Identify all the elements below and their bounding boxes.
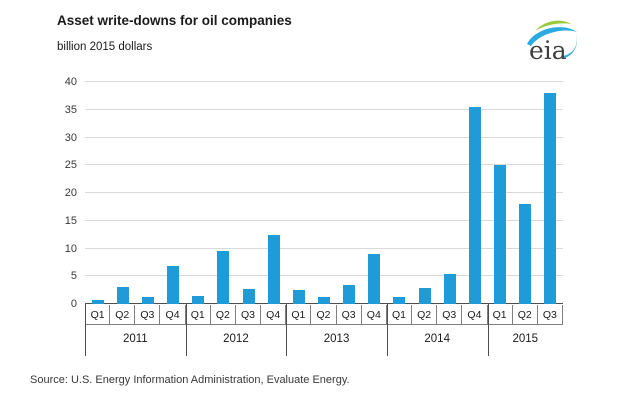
y-tick-label: 0 <box>70 298 77 310</box>
quarter-label-cell: Q1 <box>487 305 513 325</box>
quarter-label-cell: Q1 <box>386 305 413 325</box>
year-label: 2015 <box>512 333 539 345</box>
x-axis-quarter-row: Q1 Q2 Q3 Q4 Q1 Q2 Q3 Q4 Q1 Q2 Q3 Q4 Q1 Q2 Q3 Q4 Q1 Q2 Q3 <box>85 305 563 325</box>
bar <box>242 289 255 304</box>
bar <box>217 251 230 304</box>
gridline <box>85 136 563 138</box>
quarter-label-cell: Q4 <box>261 305 287 325</box>
year-separator <box>386 304 388 356</box>
bar <box>368 254 381 304</box>
y-tick-label: 10 <box>64 242 77 255</box>
eia-logo-text: eia <box>529 36 567 65</box>
bar <box>443 274 456 304</box>
quarter-label-cell: Q3 <box>336 305 362 325</box>
quarter-label-cell: Q3 <box>537 305 563 325</box>
quarter-label-cell: Q1 <box>185 305 211 325</box>
bar <box>91 299 104 304</box>
quarter-label-cell: Q3 <box>235 305 262 325</box>
y-tick-label: 5 <box>70 270 77 283</box>
year-separator <box>286 304 288 356</box>
bar <box>292 290 305 304</box>
gridline <box>85 108 563 110</box>
y-tick-label: 30 <box>64 131 77 144</box>
quarter-label-cell: Q2 <box>210 305 236 325</box>
plot-area <box>85 81 563 304</box>
gridline <box>85 219 563 221</box>
quarter-label-cell: Q4 <box>361 305 387 325</box>
bar <box>167 266 180 304</box>
year-separator <box>487 304 489 356</box>
year-label: 2013 <box>323 333 350 345</box>
quarter-label-cell: Q4 <box>462 305 488 325</box>
year-label: 2012 <box>223 333 249 345</box>
year-label: 2014 <box>424 333 450 345</box>
bar <box>519 204 532 304</box>
bar <box>116 287 129 304</box>
gridline <box>85 164 563 166</box>
quarter-label-cell: Q3 <box>437 305 463 325</box>
bar <box>192 296 205 304</box>
gridline <box>85 192 563 193</box>
eia-logo-swoosh <box>527 27 577 46</box>
x-axis-year-row: 2011 2012 2013 2014 2015 <box>85 325 563 353</box>
bar <box>393 296 406 304</box>
quarter-label-cell: Q1 <box>85 305 111 325</box>
quarter-label-cell: Q2 <box>512 305 538 325</box>
bar <box>468 106 481 304</box>
bar <box>141 297 154 304</box>
eia-logo-icon: eia <box>527 20 577 65</box>
quarter-label-cell: Q2 <box>110 305 136 325</box>
gridline <box>85 247 563 249</box>
quarter-label-cell: Q2 <box>412 305 438 325</box>
bar <box>343 284 356 304</box>
quarter-label-cell: Q2 <box>311 305 337 325</box>
gridline <box>85 81 563 82</box>
bar <box>544 93 557 304</box>
y-tick-label: 40 <box>64 76 77 88</box>
quarter-label-cell: Q1 <box>286 305 312 325</box>
y-tick-label: 35 <box>64 103 77 116</box>
eia-logo-leaf <box>535 20 571 31</box>
year-label: 2011 <box>122 333 148 345</box>
gridline <box>85 275 563 277</box>
quarter-label-cell: Q4 <box>160 305 186 325</box>
bar <box>418 287 431 304</box>
bar <box>267 234 280 304</box>
chart-subtitle: billion 2015 dollars <box>57 41 153 53</box>
quarter-label-cell: Q3 <box>135 305 161 325</box>
y-tick-label: 15 <box>64 214 77 227</box>
bar <box>318 297 330 304</box>
chart-title: Asset write-downs for oil companies <box>57 13 292 28</box>
bar <box>494 165 507 304</box>
year-separator <box>85 304 86 356</box>
year-separator <box>185 304 187 356</box>
y-tick-label: 20 <box>64 187 77 199</box>
y-tick-label: 25 <box>64 159 77 172</box>
source-note: Source: U.S. Energy Information Administ… <box>30 374 350 386</box>
